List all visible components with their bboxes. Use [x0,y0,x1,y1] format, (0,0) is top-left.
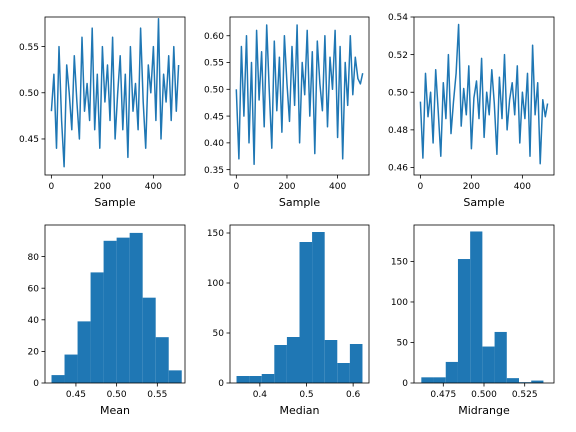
chart-4: 0.45 0.50 0.55 0 20 40 60 80 Mean [28,224,186,417]
y-tick-label: 0 [218,379,224,389]
histogram-bar [236,376,250,383]
x-tick-label: 0.50 [107,390,127,400]
y-tick-label: 0.40 [204,139,224,149]
histogram-bar [103,240,117,383]
histogram-bar [494,331,507,383]
axes-frame [229,224,370,384]
y-tick-label: 0.50 [388,88,408,98]
histogram-bar [142,297,156,383]
y-tick-label: 100 [391,298,408,308]
series-line [50,18,180,168]
histogram-bar [433,377,446,383]
y-tick-label: 0 [402,379,408,389]
y-tick-label: 0.52 [388,51,408,61]
x-axis-label: Median [279,404,319,417]
x-tick-label: 0.525 [512,390,538,400]
histogram-bar [51,375,65,383]
x-axis-label: Sample [279,196,320,209]
chart-1: 0 200 400 0.45 0.50 0.55 Sample [19,16,186,209]
histogram-bar [421,377,434,383]
y-tick-label: 0 [33,379,39,389]
histogram-bar [349,344,363,383]
histogram-bar [531,380,544,383]
axes-frame [44,16,186,176]
x-tick-label: 400 [329,182,346,192]
x-tick-label: 200 [94,182,111,192]
x-tick-label: 0.5 [299,390,313,400]
y-tick-label: 40 [28,316,40,326]
series-line [235,24,364,166]
chart-5: 0.4 0.5 0.6 0 50 100 150 Median [207,224,370,417]
y-tick-label: 0.60 [204,32,224,42]
histogram-bar [77,321,91,383]
histogram-bar [299,242,313,383]
y-tick-label: 0.45 [19,135,39,145]
histogram-bar [129,232,143,383]
histogram-bar [261,374,275,383]
y-tick-label: 0.35 [204,166,224,176]
y-tick-label: 0.55 [19,43,39,53]
histogram-bar [168,370,182,383]
series-line [419,23,549,165]
x-axis-label: Midrange [458,404,510,417]
histogram-bar [337,363,350,383]
x-tick-label: 0.500 [471,390,497,400]
histogram-bar [519,382,532,383]
x-tick-label: 0.55 [147,390,167,400]
histogram-bar [445,361,458,383]
histogram-bar [64,354,78,383]
x-tick-label: 0 [49,182,55,192]
histogram-bar [274,345,287,383]
y-tick-label: 0.54 [388,13,408,23]
axes-frame [44,224,186,384]
x-tick-label: 0.6 [346,390,361,400]
y-tick-label: 0.50 [19,89,39,99]
histogram-bar [312,232,325,383]
y-tick-label: 150 [207,229,224,239]
x-axis-label: Mean [100,404,130,417]
histogram-bar [155,337,169,383]
histogram-bar [324,340,338,383]
axes-frame [229,16,370,176]
x-tick-label: 0 [418,182,424,192]
y-tick-label: 60 [28,284,40,294]
y-tick-label: 50 [397,339,409,349]
histogram-bar [249,376,262,383]
x-tick-label: 0 [233,182,239,192]
y-tick-label: 20 [28,348,40,358]
chart-2: 0 200 400 0.35 0.40 0.45 0.50 0.55 0.60 Sample [204,16,370,209]
y-tick-label: 0.45 [204,112,224,122]
y-tick-label: 0.48 [388,126,408,136]
y-tick-label: 100 [207,279,224,289]
y-tick-label: 0.55 [204,59,224,69]
axes-frame [413,16,555,176]
y-tick-label: 50 [213,329,225,339]
histogram-bar [457,259,471,383]
x-tick-label: 0.4 [253,390,268,400]
y-tick-label: 0.46 [388,164,408,174]
x-tick-label: 0.475 [430,390,456,400]
histogram-bar [482,346,495,383]
x-tick-label: 200 [463,182,480,192]
x-axis-label: Sample [94,196,135,209]
histogram-bar [286,337,300,383]
histogram-bar [116,237,130,383]
histogram-bar [470,231,483,383]
x-tick-label: 400 [514,182,531,192]
y-tick-label: 80 [28,253,40,263]
y-tick-label: 0.50 [204,86,224,96]
x-tick-label: 400 [145,182,162,192]
histogram-bar [506,378,519,383]
histogram-bar [90,272,104,383]
x-tick-label: 0.45 [66,390,86,400]
chart-3: 0 200 400 0.46 0.48 0.50 0.52 0.54 Sample [388,13,555,209]
y-tick-label: 150 [391,258,408,268]
x-axis-label: Sample [463,196,504,209]
x-tick-label: 200 [278,182,295,192]
chart-6: 0.475 0.500 0.525 0 50 100 150 Midrange [391,224,555,417]
